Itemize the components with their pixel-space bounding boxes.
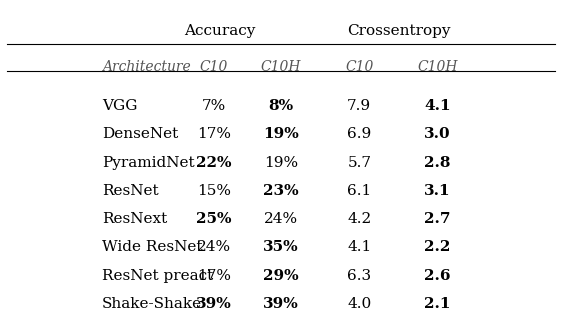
Text: 2.1: 2.1 xyxy=(424,297,451,311)
Text: 7%: 7% xyxy=(202,99,226,113)
Text: 6.3: 6.3 xyxy=(347,269,371,283)
Text: 2.2: 2.2 xyxy=(424,240,451,255)
Text: ResNet preact: ResNet preact xyxy=(102,269,214,283)
Text: Crossentropy: Crossentropy xyxy=(347,24,450,38)
Text: C10H: C10H xyxy=(418,60,458,74)
Text: 24%: 24% xyxy=(264,212,298,226)
Text: 6.9: 6.9 xyxy=(347,127,371,141)
Text: 5.7: 5.7 xyxy=(347,155,371,170)
Text: 3.0: 3.0 xyxy=(424,127,451,141)
Text: Shake-Shake: Shake-Shake xyxy=(102,297,202,311)
Text: 2.6: 2.6 xyxy=(424,269,451,283)
Text: 4.1: 4.1 xyxy=(424,99,451,113)
Text: 19%: 19% xyxy=(264,155,298,170)
Text: ResNet: ResNet xyxy=(102,184,158,198)
Text: Wide ResNet: Wide ResNet xyxy=(102,240,202,255)
Text: 4.1: 4.1 xyxy=(347,240,371,255)
Text: 4.0: 4.0 xyxy=(347,297,371,311)
Text: PyramidNet: PyramidNet xyxy=(102,155,194,170)
Text: 4.2: 4.2 xyxy=(347,212,371,226)
Text: 22%: 22% xyxy=(196,155,232,170)
Text: 2.8: 2.8 xyxy=(424,155,451,170)
Text: Accuracy: Accuracy xyxy=(184,24,255,38)
Text: 8%: 8% xyxy=(269,99,293,113)
Text: 35%: 35% xyxy=(263,240,299,255)
Text: 23%: 23% xyxy=(263,184,299,198)
Text: C10: C10 xyxy=(200,60,228,74)
Text: 7.9: 7.9 xyxy=(347,99,371,113)
Text: Architecture: Architecture xyxy=(102,60,191,74)
Text: 19%: 19% xyxy=(263,127,299,141)
Text: ResNext: ResNext xyxy=(102,212,167,226)
Text: 3.1: 3.1 xyxy=(424,184,451,198)
Text: 24%: 24% xyxy=(197,240,231,255)
Text: 25%: 25% xyxy=(196,212,232,226)
Text: DenseNet: DenseNet xyxy=(102,127,178,141)
Text: 6.1: 6.1 xyxy=(347,184,371,198)
Text: C10: C10 xyxy=(345,60,374,74)
Text: 17%: 17% xyxy=(197,127,231,141)
Text: 39%: 39% xyxy=(196,297,232,311)
Text: C10H: C10H xyxy=(261,60,301,74)
Text: 2.7: 2.7 xyxy=(424,212,451,226)
Text: VGG: VGG xyxy=(102,99,138,113)
Text: 29%: 29% xyxy=(263,269,299,283)
Text: 17%: 17% xyxy=(197,269,231,283)
Text: 15%: 15% xyxy=(197,184,231,198)
Text: 39%: 39% xyxy=(263,297,299,311)
